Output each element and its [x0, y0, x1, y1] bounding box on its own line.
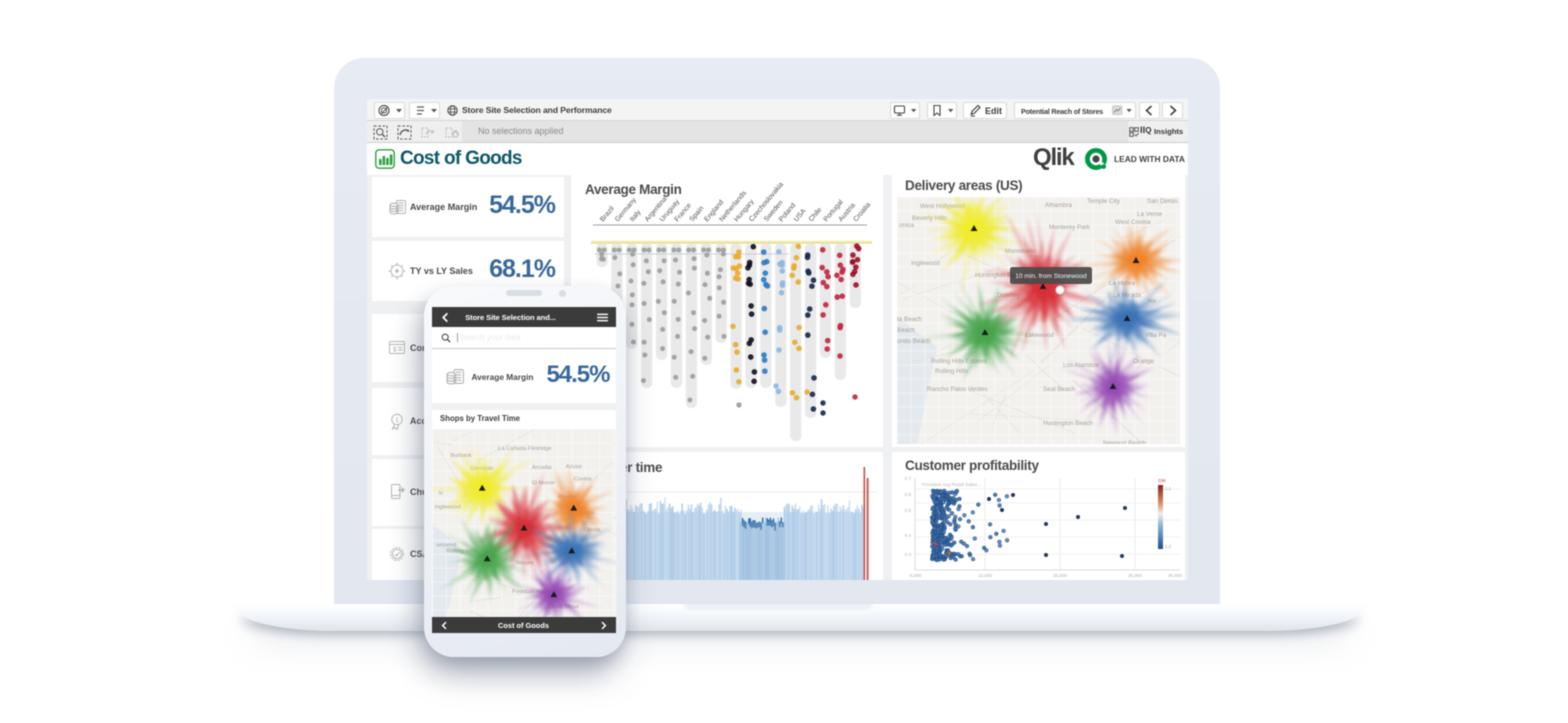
- svg-text:1.1: 1.1: [1165, 486, 1172, 491]
- svg-text:Provided Avg Retail Sales...: Provided Avg Retail Sales...: [922, 482, 981, 488]
- svg-text:ta Beach: ta Beach: [897, 316, 922, 323]
- svg-text:10 min. from Stonewood: 10 min. from Stonewood: [1015, 273, 1087, 280]
- svg-text:Beverly Hills: Beverly Hills: [912, 215, 947, 222]
- svg-text:Villa Pa: Villa Pa: [1145, 332, 1167, 339]
- svg-text:Temple City: Temple City: [1087, 198, 1121, 205]
- svg-text:Lakewood: Lakewood: [1025, 332, 1054, 339]
- svg-text:15,000: 15,000: [978, 573, 992, 578]
- svg-text:Arcadia: Arcadia: [531, 465, 551, 471]
- svg-text:GM: GM: [1158, 478, 1166, 483]
- svg-text:onica: onica: [899, 222, 915, 229]
- svg-text:Huntington Beach: Huntington Beach: [1043, 420, 1094, 427]
- svg-text:35,000: 35,000: [1128, 573, 1142, 578]
- svg-text:wnsend: wnsend: [435, 542, 456, 548]
- svg-text:Seal Beach: Seal Beach: [1043, 386, 1076, 393]
- svg-text:1: 1: [395, 417, 399, 424]
- svg-text:Monterey Park: Monterey Park: [1049, 224, 1091, 231]
- svg-text:0.7: 0.7: [905, 476, 912, 481]
- svg-text:25,000: 25,000: [1053, 573, 1067, 578]
- svg-text:Croatia: Croatia: [852, 201, 872, 223]
- svg-text:-5,000: -5,000: [908, 573, 921, 578]
- svg-text:La Habra: La Habra: [1109, 280, 1135, 287]
- svg-text:Rolling Hills Estates: Rolling Hills Estates: [931, 358, 987, 365]
- svg-text:0.4: 0.4: [905, 533, 912, 538]
- svg-text:Fountain Valley: Fountain Valley: [512, 589, 551, 595]
- svg-text:Los Alamitos: Los Alamitos: [1063, 362, 1099, 369]
- svg-text:Covina: Covina: [573, 477, 592, 483]
- svg-text:Is: Is: [438, 491, 443, 497]
- svg-text:ondo Beach: ondo Beach: [897, 338, 931, 345]
- svg-text:1.2: 1.2: [1165, 544, 1172, 549]
- svg-text:Huntington Park: Huntington Park: [975, 272, 1021, 279]
- svg-text:Rolling Hills: Rolling Hills: [935, 368, 968, 375]
- svg-text:San Dimas: San Dimas: [1147, 198, 1178, 205]
- svg-text:0.5: 0.5: [905, 508, 912, 513]
- svg-text:La Verne: La Verne: [1137, 211, 1163, 218]
- svg-text:Rancho Palos Verdes: Rancho Palos Verdes: [927, 386, 988, 393]
- svg-text:$: $: [393, 347, 397, 354]
- svg-text:West Covina: West Covina: [1115, 219, 1151, 226]
- svg-text:Orange: Orange: [1133, 358, 1155, 365]
- svg-text:45,000: 45,000: [1168, 573, 1182, 578]
- svg-text:Brazil: Brazil: [599, 205, 616, 223]
- svg-text:Alhambra: Alhambra: [1045, 202, 1072, 209]
- svg-text:El Monte: El Monte: [531, 481, 554, 487]
- svg-text:USA: USA: [793, 208, 808, 224]
- svg-text:Montebello: Montebello: [1005, 248, 1036, 255]
- svg-text:Chile: Chile: [808, 206, 824, 223]
- svg-text:Newport Beach: Newport Beach: [1103, 440, 1147, 444]
- svg-text:Inglewood: Inglewood: [911, 260, 940, 267]
- svg-text:0.6: 0.6: [905, 492, 912, 497]
- svg-text:Beach: Beach: [897, 327, 915, 334]
- svg-text:0.3: 0.3: [905, 552, 912, 557]
- svg-text:Italy: Italy: [629, 209, 643, 224]
- svg-text:La Cañada Flintridge: La Cañada Flintridge: [498, 446, 551, 452]
- svg-text:Azusa: Azusa: [565, 464, 582, 470]
